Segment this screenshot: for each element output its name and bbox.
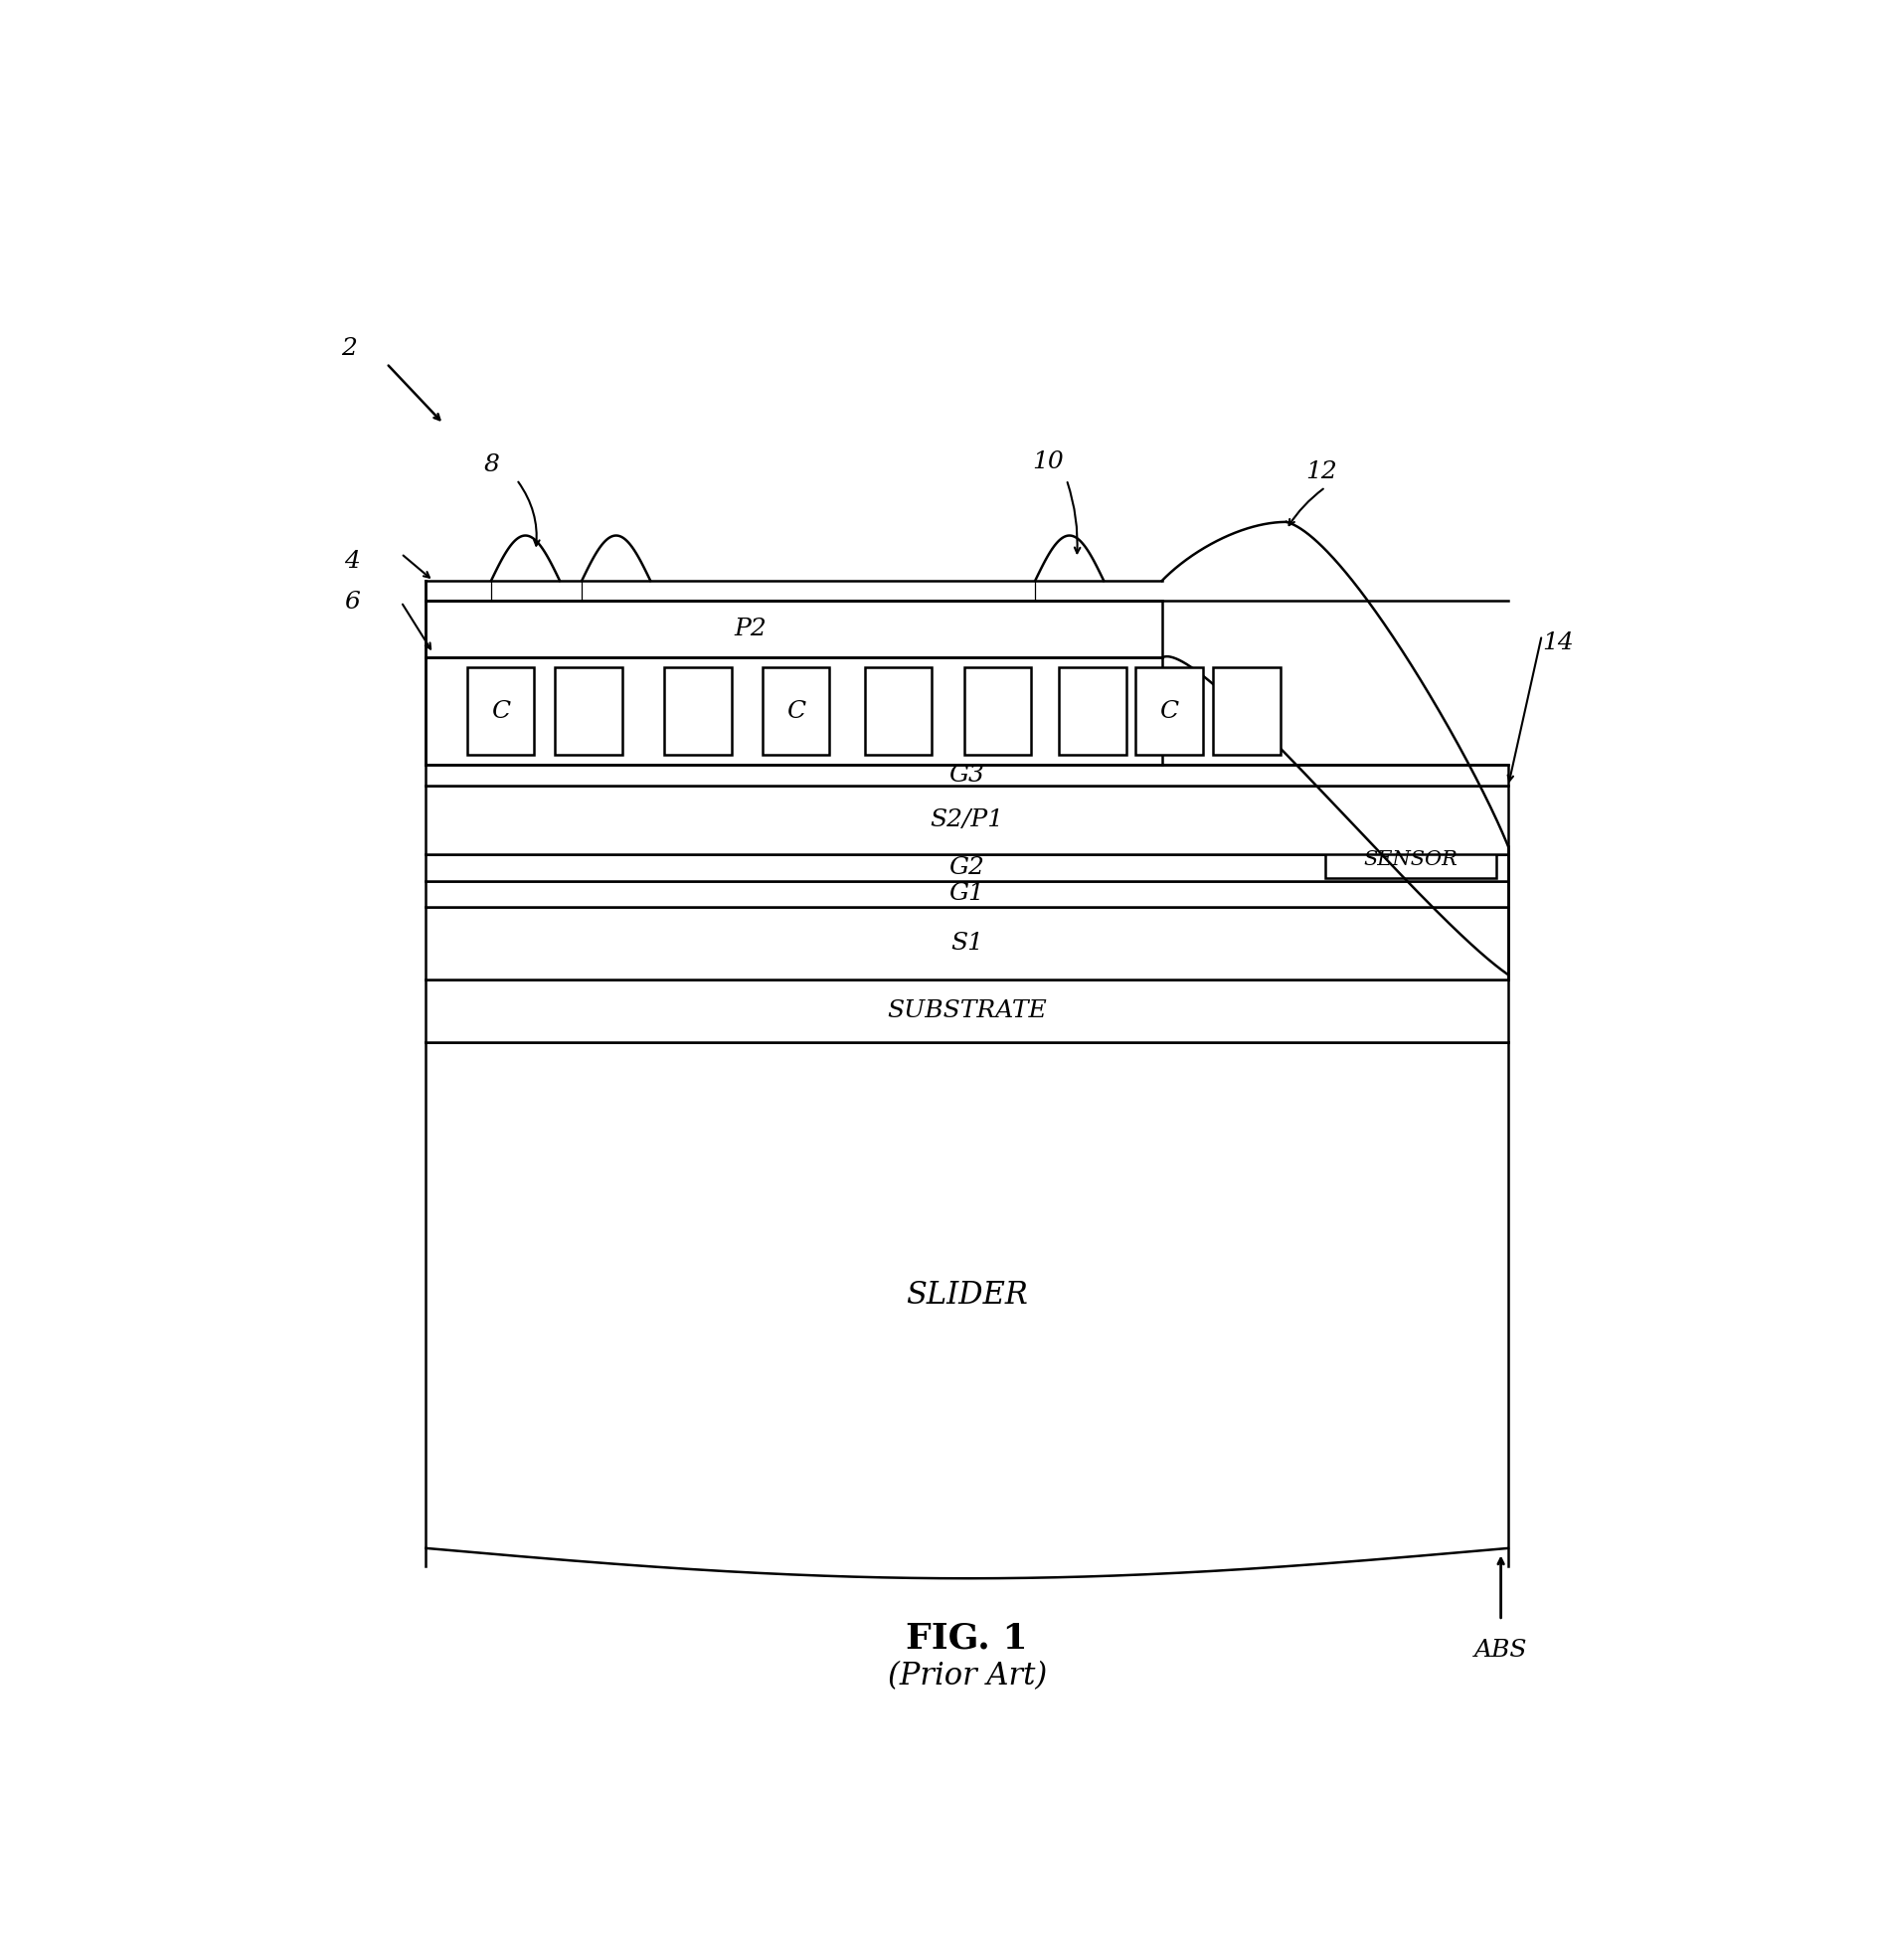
- Text: G1: G1: [949, 882, 985, 906]
- Bar: [762, 668, 830, 755]
- Bar: [426, 882, 1508, 907]
- Bar: [664, 668, 732, 755]
- Text: 6: 6: [345, 590, 360, 613]
- Text: 12: 12: [1306, 461, 1336, 484]
- Text: FIG. 1: FIG. 1: [906, 1621, 1028, 1656]
- Text: 10: 10: [1032, 451, 1062, 472]
- Bar: [426, 600, 1162, 659]
- Bar: [426, 764, 1508, 786]
- Text: C: C: [787, 700, 806, 723]
- Bar: [426, 786, 1508, 855]
- Text: 4: 4: [345, 549, 360, 572]
- Bar: [1136, 668, 1202, 755]
- Bar: [864, 668, 932, 755]
- Bar: [1213, 668, 1279, 755]
- Text: P2: P2: [734, 617, 766, 641]
- Text: (Prior Art): (Prior Art): [887, 1660, 1047, 1691]
- Bar: [466, 668, 534, 755]
- Text: S2/P1: S2/P1: [930, 809, 1004, 831]
- Text: 2: 2: [342, 337, 357, 361]
- Text: SUBSTRATE: SUBSTRATE: [887, 1000, 1047, 1023]
- Text: SENSOR: SENSOR: [1364, 851, 1459, 868]
- Text: ABS: ABS: [1474, 1639, 1527, 1662]
- Text: C: C: [1159, 700, 1177, 723]
- Text: 14: 14: [1542, 631, 1574, 655]
- Bar: [964, 668, 1032, 755]
- Bar: [1325, 841, 1496, 878]
- Bar: [426, 855, 1508, 882]
- Text: SLIDER: SLIDER: [906, 1280, 1028, 1311]
- Bar: [426, 980, 1508, 1043]
- Text: G2: G2: [949, 857, 985, 878]
- Text: S1: S1: [951, 931, 983, 955]
- Bar: [555, 668, 623, 755]
- Text: C: C: [491, 700, 509, 723]
- Bar: [1059, 668, 1127, 755]
- Bar: [426, 907, 1508, 980]
- Text: 8: 8: [483, 453, 500, 476]
- Text: G3: G3: [949, 764, 985, 786]
